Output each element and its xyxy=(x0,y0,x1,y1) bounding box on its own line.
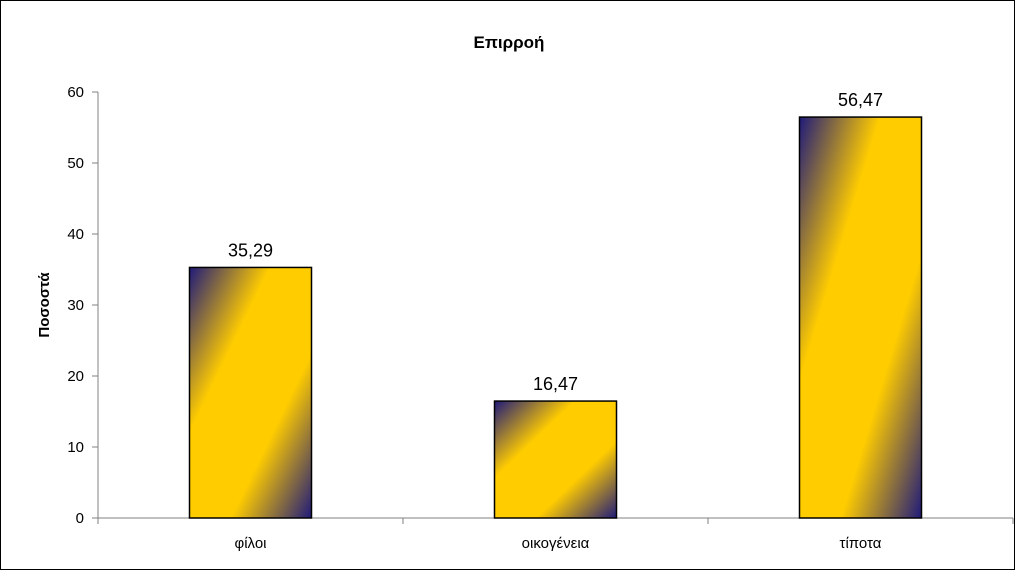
bar xyxy=(798,116,923,519)
bars xyxy=(188,116,923,519)
y-tick-label: 20 xyxy=(67,368,84,385)
y-tick-label: 40 xyxy=(67,226,84,243)
category-label: οικογένεια xyxy=(522,535,590,552)
bar xyxy=(188,266,313,519)
data-label: 56,47 xyxy=(838,90,883,110)
y-axis-label: Ποσοστά xyxy=(36,272,53,338)
y-tick-label: 10 xyxy=(67,439,84,456)
bar xyxy=(493,400,618,519)
y-tick-label: 30 xyxy=(67,297,84,314)
y-tick-label: 60 xyxy=(67,84,84,101)
labels: 35,29 φίλοι 16,47 οικογένεια 56,47 τίποτα xyxy=(228,90,883,552)
data-label: 35,29 xyxy=(228,240,273,260)
category-label: φίλοι xyxy=(234,535,266,552)
y-tick-label: 50 xyxy=(67,155,84,172)
y-tick-label: 0 xyxy=(76,510,84,527)
data-label: 16,47 xyxy=(533,374,578,394)
category-label: τίποτα xyxy=(840,535,882,552)
chart-title: Επιρροή xyxy=(474,33,545,52)
